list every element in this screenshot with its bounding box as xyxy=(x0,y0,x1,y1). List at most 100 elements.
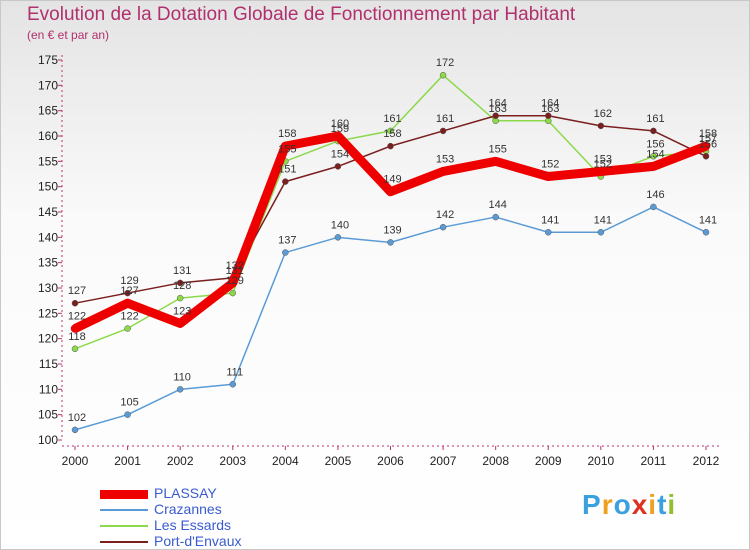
chart-title: Evolution de la Dotation Globale de Fonc… xyxy=(27,4,576,25)
y-tick-label: 135 xyxy=(38,256,58,270)
legend-label: PLASSAY xyxy=(154,485,217,501)
legend-swatch xyxy=(100,489,148,499)
data-point-crazannes xyxy=(334,234,342,241)
data-label-crazannes: 141 xyxy=(594,214,612,226)
y-tick-label: 165 xyxy=(38,104,58,118)
data-point-plassay xyxy=(596,167,606,176)
data-label-port-d-envaux: 156 xyxy=(699,138,717,150)
y-tick-label: 150 xyxy=(38,180,58,194)
x-tick-label: 2011 xyxy=(641,454,667,468)
legend-label: Crazannes xyxy=(154,501,222,517)
y-tick-label: 130 xyxy=(38,281,58,295)
y-tick-label: 110 xyxy=(39,382,58,396)
data-point-crazannes xyxy=(176,386,184,393)
data-label-plassay: 160 xyxy=(331,118,349,130)
series-lines xyxy=(70,71,711,434)
y-tick-label: 145 xyxy=(38,205,58,219)
data-label-crazannes: 110 xyxy=(173,371,191,383)
data-point-crazannes xyxy=(124,411,131,418)
data-point-les-essards xyxy=(650,153,657,160)
data-label-plassay: 131 xyxy=(226,265,244,277)
data-label-plassay: 155 xyxy=(488,143,506,155)
data-label-crazannes: 102 xyxy=(68,412,86,424)
data-label-port-d-envaux: 164 xyxy=(488,98,506,110)
data-label-port-d-envaux: 161 xyxy=(646,113,664,125)
x-tick-label: 2012 xyxy=(693,454,720,468)
legend-swatch xyxy=(100,541,148,543)
x-tick-label: 2010 xyxy=(587,454,614,468)
data-label-crazannes: 111 xyxy=(226,366,243,378)
x-tick-label: 2003 xyxy=(219,454,246,468)
legend-swatch xyxy=(100,509,148,511)
data-label-plassay: 127 xyxy=(120,285,138,297)
data-label-plassay: 153 xyxy=(436,153,454,165)
data-label-crazannes: 142 xyxy=(436,209,454,221)
data-point-port-d-envaux xyxy=(702,153,710,160)
data-label-plassay: 158 xyxy=(278,128,296,140)
data-point-plassay xyxy=(701,141,711,151)
data-label-plassay: 122 xyxy=(68,311,86,323)
x-tick-label: 2008 xyxy=(482,454,509,468)
data-label-plassay: 158 xyxy=(699,128,717,140)
data-point-port-d-envaux xyxy=(597,122,605,130)
legend-label: Les Essards xyxy=(154,517,232,533)
data-label-les-essards: 159 xyxy=(331,123,349,135)
data-label-port-d-envaux: 162 xyxy=(594,108,612,120)
x-tick-label: 2007 xyxy=(430,454,457,468)
chart-subtitle: (en € et par an) xyxy=(27,28,110,42)
data-point-port-d-envaux xyxy=(71,299,79,307)
data-label-crazannes: 139 xyxy=(383,224,401,236)
data-point-port-d-envaux xyxy=(387,142,394,150)
data-point-plassay xyxy=(175,319,185,328)
x-tick-label: 2004 xyxy=(272,454,299,468)
data-point-les-essards xyxy=(229,289,236,297)
y-tick-label: 170 xyxy=(38,78,58,92)
data-label-les-essards: 128 xyxy=(173,280,191,292)
data-label-port-d-envaux: 164 xyxy=(541,98,559,110)
y-tick-label: 105 xyxy=(38,408,58,422)
data-label-plassay: 123 xyxy=(173,305,191,317)
data-label-port-d-envaux: 132 xyxy=(226,260,244,272)
data-label-crazannes: 146 xyxy=(646,189,664,201)
axes: 1001051101151201251301351401451501551601… xyxy=(38,53,722,468)
data-point-plassay xyxy=(438,167,448,176)
data-label-port-d-envaux: 154 xyxy=(331,148,349,160)
data-label-les-essards: 122 xyxy=(120,311,138,323)
data-point-port-d-envaux xyxy=(176,279,184,287)
data-point-les-essards xyxy=(176,294,184,302)
y-tick-label: 175 xyxy=(38,53,58,67)
data-point-crazannes xyxy=(545,229,552,236)
y-tick-label: 100 xyxy=(38,433,58,447)
data-point-plassay xyxy=(228,278,237,288)
data-label-les-essards: 163 xyxy=(541,103,559,115)
data-label-port-d-envaux: 129 xyxy=(120,275,138,287)
y-tick-label: 140 xyxy=(38,230,58,244)
y-tick-label: 120 xyxy=(38,332,58,346)
data-label-les-essards: 163 xyxy=(488,103,506,115)
data-point-port-d-envaux xyxy=(124,289,131,297)
data-point-crazannes xyxy=(282,249,289,256)
data-point-port-d-envaux xyxy=(334,163,342,170)
data-label-crazannes: 141 xyxy=(541,214,559,226)
data-label-les-essards: 157 xyxy=(699,133,717,145)
x-tick-label: 2000 xyxy=(62,454,89,468)
data-point-port-d-envaux xyxy=(439,127,447,135)
data-label-crazannes: 144 xyxy=(488,199,506,211)
data-point-les-essards xyxy=(71,345,79,353)
legend-label: Port-d'Envaux xyxy=(154,533,242,549)
data-point-port-d-envaux xyxy=(282,178,289,185)
x-tick-label: 2006 xyxy=(377,454,404,468)
x-tick-label: 2005 xyxy=(325,454,352,468)
legend-swatch xyxy=(100,525,148,527)
data-labels: 102 105 110 111 137 140 139 142 144 141 141 146 141 1… xyxy=(68,57,717,424)
data-point-plassay xyxy=(491,157,500,166)
data-point-crazannes xyxy=(650,203,657,211)
data-point-port-d-envaux xyxy=(545,112,552,119)
data-label-port-d-envaux: 158 xyxy=(383,128,401,140)
data-point-crazannes xyxy=(492,213,499,221)
data-point-plassay xyxy=(70,324,80,333)
data-point-crazannes xyxy=(702,229,710,236)
logo-letter: r xyxy=(601,489,614,520)
